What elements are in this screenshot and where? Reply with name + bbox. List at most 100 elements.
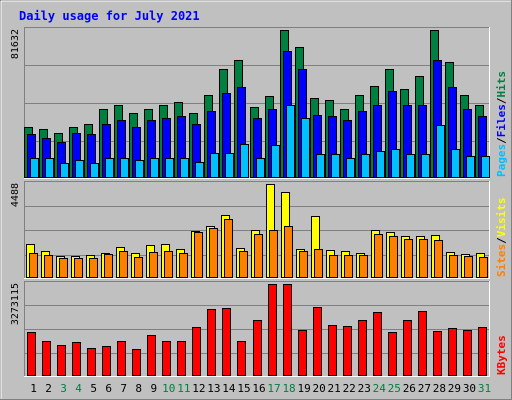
bar-sites-day-2 — [44, 255, 53, 278]
x-tick-label-day-13: 13 — [207, 382, 220, 395]
x-tick-label-day-3: 3 — [60, 382, 67, 395]
x-tick-label-day-22: 22 — [343, 382, 356, 395]
bar-kbytes-day-4 — [72, 342, 81, 376]
bar-sites-day-6 — [104, 254, 113, 278]
legend-entry-kbytes: KBytes — [495, 335, 508, 375]
bar-kbytes-day-17 — [268, 284, 277, 376]
legend-entry-pages: Pages — [495, 144, 508, 177]
bar-pages-day-5 — [90, 163, 99, 178]
bar-pages-day-9 — [150, 158, 159, 178]
bar-pages-day-22 — [346, 158, 355, 178]
x-tick-label-day-28: 28 — [433, 382, 446, 395]
bar-pages-day-13 — [210, 153, 219, 178]
x-tick-label-day-6: 6 — [105, 382, 112, 395]
x-tick-label-day-7: 7 — [120, 382, 127, 395]
bar-kbytes-day-6 — [102, 346, 111, 376]
bar-kbytes-day-1 — [27, 332, 36, 376]
x-tick-label-day-11: 11 — [177, 382, 190, 395]
x-tick-label-day-18: 18 — [282, 382, 295, 395]
legend-separator: / — [495, 97, 508, 104]
x-tick-label-day-23: 23 — [358, 382, 371, 395]
legend-entry-files: Files — [495, 104, 508, 137]
x-tick-label-day-19: 19 — [297, 382, 310, 395]
chart-title: Daily usage for July 2021 — [19, 9, 200, 23]
bar-kbytes-day-16 — [253, 320, 262, 376]
bar-pages-day-19 — [301, 118, 310, 178]
bar-pages-day-16 — [256, 158, 265, 178]
bar-pages-day-29 — [451, 149, 460, 178]
panel-max-label: 3273115 — [10, 283, 21, 325]
bar-pages-day-27 — [421, 154, 430, 178]
panel-max-label: 81632 — [10, 29, 21, 59]
bar-kbytes-day-28 — [433, 331, 442, 376]
bar-sites-day-3 — [59, 258, 68, 278]
panel-legend: Pages/Files/Hits — [495, 71, 508, 177]
x-tick-label-day-30: 30 — [463, 382, 476, 395]
x-tick-label-day-29: 29 — [448, 382, 461, 395]
bar-sites-day-20 — [314, 249, 323, 278]
bar-pages-day-7 — [120, 158, 129, 178]
bar-kbytes-day-29 — [448, 328, 457, 376]
bar-kbytes-day-13 — [207, 309, 216, 376]
bar-sites-day-28 — [434, 240, 443, 278]
x-tick-label-day-20: 20 — [313, 382, 326, 395]
bar-pages-day-14 — [225, 153, 234, 178]
bar-pages-day-23 — [361, 154, 370, 178]
bar-kbytes-day-9 — [147, 335, 156, 376]
x-tick-label-day-21: 21 — [328, 382, 341, 395]
bar-pages-day-18 — [286, 105, 295, 178]
bar-kbytes-day-10 — [162, 341, 171, 376]
bar-sites-day-24 — [374, 234, 383, 278]
x-tick-label-day-5: 5 — [90, 382, 97, 395]
bar-pages-day-25 — [391, 149, 400, 178]
bar-sites-day-16 — [254, 234, 263, 278]
bar-kbytes-day-2 — [42, 341, 51, 376]
bar-kbytes-day-31 — [478, 327, 487, 376]
bar-sites-day-23 — [359, 255, 368, 278]
legend-entry-sites: Sites — [495, 244, 508, 277]
bar-pages-day-15 — [240, 144, 249, 178]
bar-sites-day-9 — [149, 252, 158, 278]
bar-kbytes-day-23 — [358, 320, 367, 376]
bar-sites-day-25 — [389, 236, 398, 278]
x-tick-label-day-10: 10 — [162, 382, 175, 395]
x-tick-label-day-15: 15 — [237, 382, 250, 395]
panel-visits_sites: 4488 Sites/Visits — [10, 181, 508, 279]
bar-pages-day-26 — [406, 154, 415, 178]
chart-panels: 81632Pages/Files/Hits4488Sites/Visits327… — [10, 27, 508, 377]
x-tick-label-day-2: 2 — [45, 382, 52, 395]
bar-kbytes-day-22 — [343, 326, 352, 376]
x-tick-label-day-27: 27 — [418, 382, 431, 395]
legend-entry-hits: Hits — [495, 71, 508, 98]
x-tick-label-day-24: 24 — [373, 382, 387, 395]
bar-sites-day-26 — [404, 239, 413, 278]
x-tick-label-day-1: 1 — [30, 382, 37, 395]
bar-kbytes-day-20 — [313, 307, 322, 376]
bar-sites-day-7 — [119, 251, 128, 278]
bar-pages-day-4 — [75, 160, 84, 178]
bar-kbytes-day-30 — [463, 330, 472, 376]
bar-sites-day-22 — [344, 255, 353, 278]
bar-sites-day-14 — [224, 219, 233, 278]
bar-sites-day-17 — [269, 230, 278, 278]
bar-sites-day-4 — [74, 258, 83, 278]
bar-sites-day-12 — [194, 232, 203, 278]
bar-sites-day-1 — [29, 253, 38, 278]
bar-sites-day-5 — [89, 258, 98, 278]
bar-sites-day-8 — [134, 257, 143, 278]
bar-kbytes-day-7 — [117, 341, 126, 376]
bar-sites-day-10 — [164, 251, 173, 278]
bar-pages-day-28 — [436, 125, 445, 178]
bar-sites-day-19 — [299, 251, 308, 278]
legend-entry-visits: Visits — [495, 198, 508, 238]
panel-legend: KBytes — [495, 335, 508, 375]
bar-pages-day-21 — [331, 154, 340, 178]
x-tick-label-day-4: 4 — [75, 382, 82, 395]
bar-kbytes-day-19 — [298, 330, 307, 376]
x-tick-label-day-16: 16 — [252, 382, 265, 395]
bar-kbytes-day-21 — [328, 325, 337, 376]
x-tick-label-day-31: 31 — [478, 382, 491, 395]
bar-sites-day-30 — [464, 256, 473, 278]
